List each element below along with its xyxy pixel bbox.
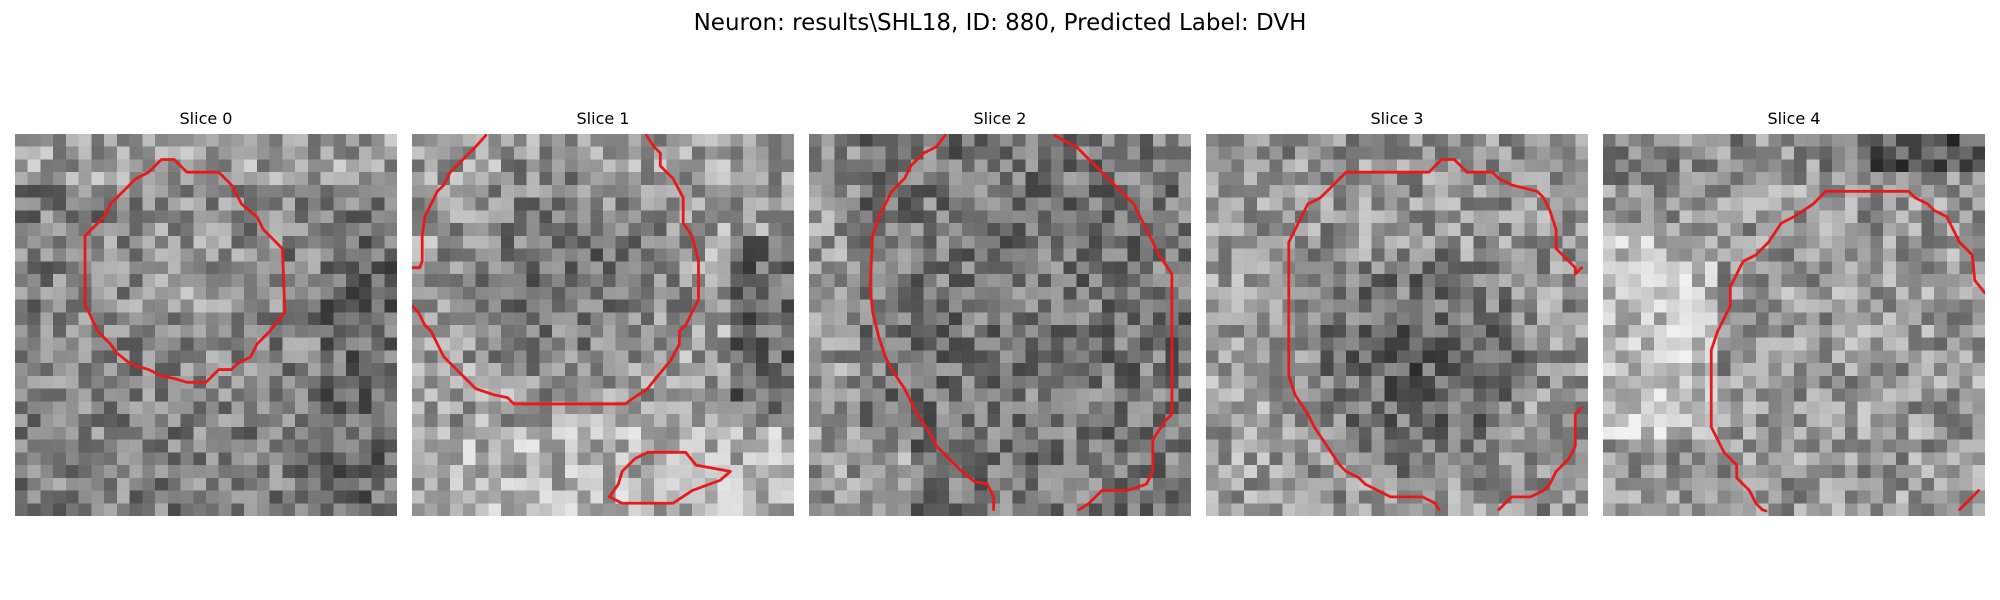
cell-contour: [83, 158, 287, 384]
cell-contour: [1287, 170, 1441, 512]
slice-panel-2: Slice 2: [809, 108, 1191, 518]
slice-panel-0: Slice 0: [15, 108, 397, 518]
pixel-grid: [1603, 134, 1985, 516]
slice-image: [15, 134, 397, 516]
cell-contour: [1497, 406, 1584, 512]
pixel-grid: [809, 134, 1191, 516]
cell-contour: [607, 450, 732, 505]
cell-contour: [1958, 489, 1981, 512]
slice-panel-1: Slice 1: [412, 108, 794, 518]
figure-title: Neuron: results\SHL18, ID: 880, Predicte…: [693, 10, 1307, 36]
slice-panel-3: Slice 3: [1206, 108, 1588, 518]
slice-image: [412, 134, 794, 516]
slice-title: Slice 1: [576, 109, 630, 128]
slice-title: Slice 0: [179, 109, 233, 128]
pixel-grid: [1206, 134, 1588, 516]
slice-image: [809, 134, 1191, 516]
slice-title: Slice 3: [1370, 109, 1424, 128]
cell-contour: [868, 134, 996, 512]
slice-title: Slice 2: [973, 109, 1027, 128]
cell-contour: [1709, 189, 1828, 513]
cell-contour: [1824, 189, 1985, 295]
slice-panel-4: Slice 4: [1603, 108, 1985, 518]
cell-contour: [1344, 158, 1584, 276]
pixel-grid: [15, 134, 397, 516]
slice-image: [1206, 134, 1588, 516]
slice-title: Slice 4: [1767, 109, 1821, 128]
slice-image: [1603, 134, 1985, 516]
cell-contour: [412, 134, 488, 270]
pixel-grid: [412, 134, 794, 516]
cell-contour: [412, 134, 700, 406]
cell-contour: [1053, 134, 1174, 512]
